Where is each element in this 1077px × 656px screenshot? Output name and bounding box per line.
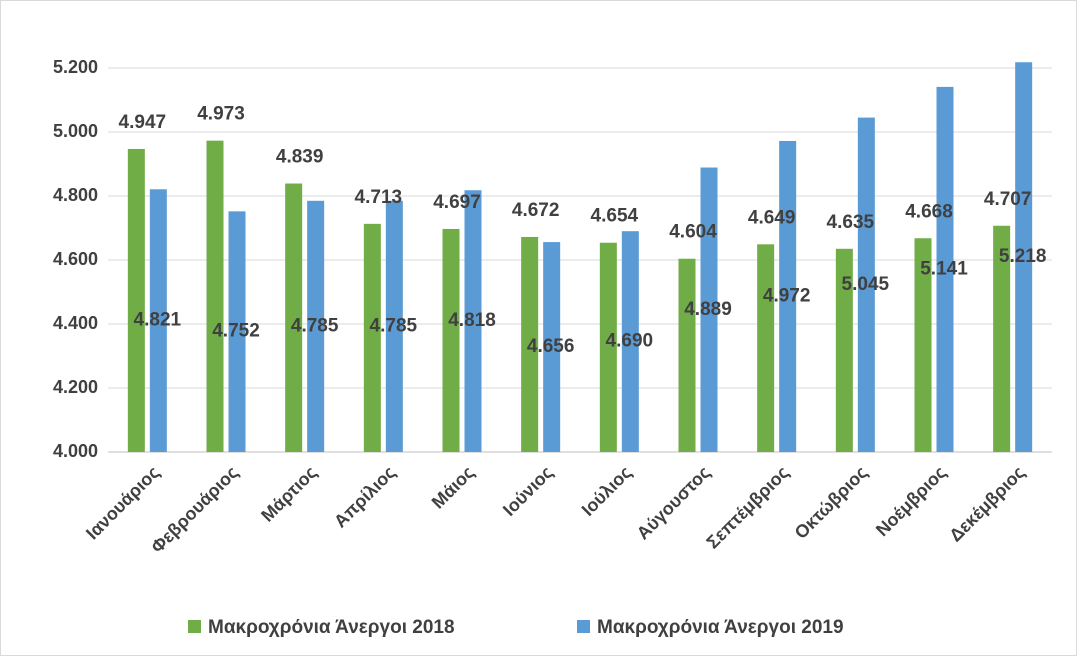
data-label: 4.697 [433, 192, 481, 213]
y-tick-label: 5.200 [53, 57, 98, 77]
data-label: 4.947 [119, 112, 167, 133]
data-label: 4.713 [355, 187, 403, 208]
bar [442, 228, 460, 452]
y-tick-label: 5.000 [53, 121, 98, 141]
data-label: 4.973 [197, 104, 245, 125]
data-label: 4.839 [276, 147, 324, 168]
bar [285, 183, 303, 452]
y-tick-label: 4.600 [53, 249, 98, 269]
data-label: 4.635 [827, 212, 875, 233]
bar [307, 200, 325, 452]
data-label: 4.649 [748, 207, 796, 228]
bar [993, 225, 1011, 452]
bar [127, 148, 145, 452]
y-tick-label: 4.000 [53, 441, 98, 461]
legend-swatch [188, 620, 201, 633]
bar [464, 190, 482, 453]
bar [1015, 62, 1033, 453]
data-label: 4.889 [684, 299, 732, 320]
bar [857, 117, 875, 452]
bar [678, 258, 696, 452]
data-label: 4.690 [606, 331, 654, 352]
bar [599, 242, 617, 452]
data-label: 4.972 [763, 285, 811, 306]
bar [936, 86, 954, 452]
data-label: 4.818 [448, 310, 496, 331]
bar [543, 242, 561, 452]
data-label: 4.668 [905, 201, 953, 222]
bar [914, 238, 932, 452]
bar [835, 248, 853, 452]
bar [700, 167, 718, 452]
bar [757, 244, 775, 452]
data-label: 4.654 [591, 206, 639, 227]
bar [385, 200, 403, 452]
legend-label: Μακροχρόνια Άνεργοι 2018 [208, 617, 455, 638]
data-label: 4.821 [134, 310, 182, 331]
data-label: 5.218 [999, 246, 1047, 267]
y-tick-label: 4.200 [53, 377, 98, 397]
bar [228, 211, 246, 452]
y-tick-label: 4.800 [53, 185, 98, 205]
data-label: 4.604 [669, 222, 717, 243]
bar [521, 236, 539, 452]
bar [363, 223, 381, 452]
y-tick-label: 4.400 [53, 313, 98, 333]
data-label: 4.785 [370, 315, 418, 336]
bar [779, 140, 797, 452]
legend-label: Μακροχρόνια Άνεργοι 2019 [597, 617, 844, 638]
legend-swatch [577, 620, 590, 633]
bar [149, 189, 167, 452]
data-label: 4.672 [512, 200, 560, 221]
data-label: 5.045 [842, 274, 890, 295]
data-label: 4.752 [212, 321, 260, 342]
bar [621, 231, 639, 452]
data-label: 4.656 [527, 336, 575, 357]
data-label: 4.707 [984, 189, 1032, 210]
data-label: 4.785 [291, 315, 339, 336]
bar [206, 140, 224, 452]
data-label: 5.141 [920, 258, 968, 279]
